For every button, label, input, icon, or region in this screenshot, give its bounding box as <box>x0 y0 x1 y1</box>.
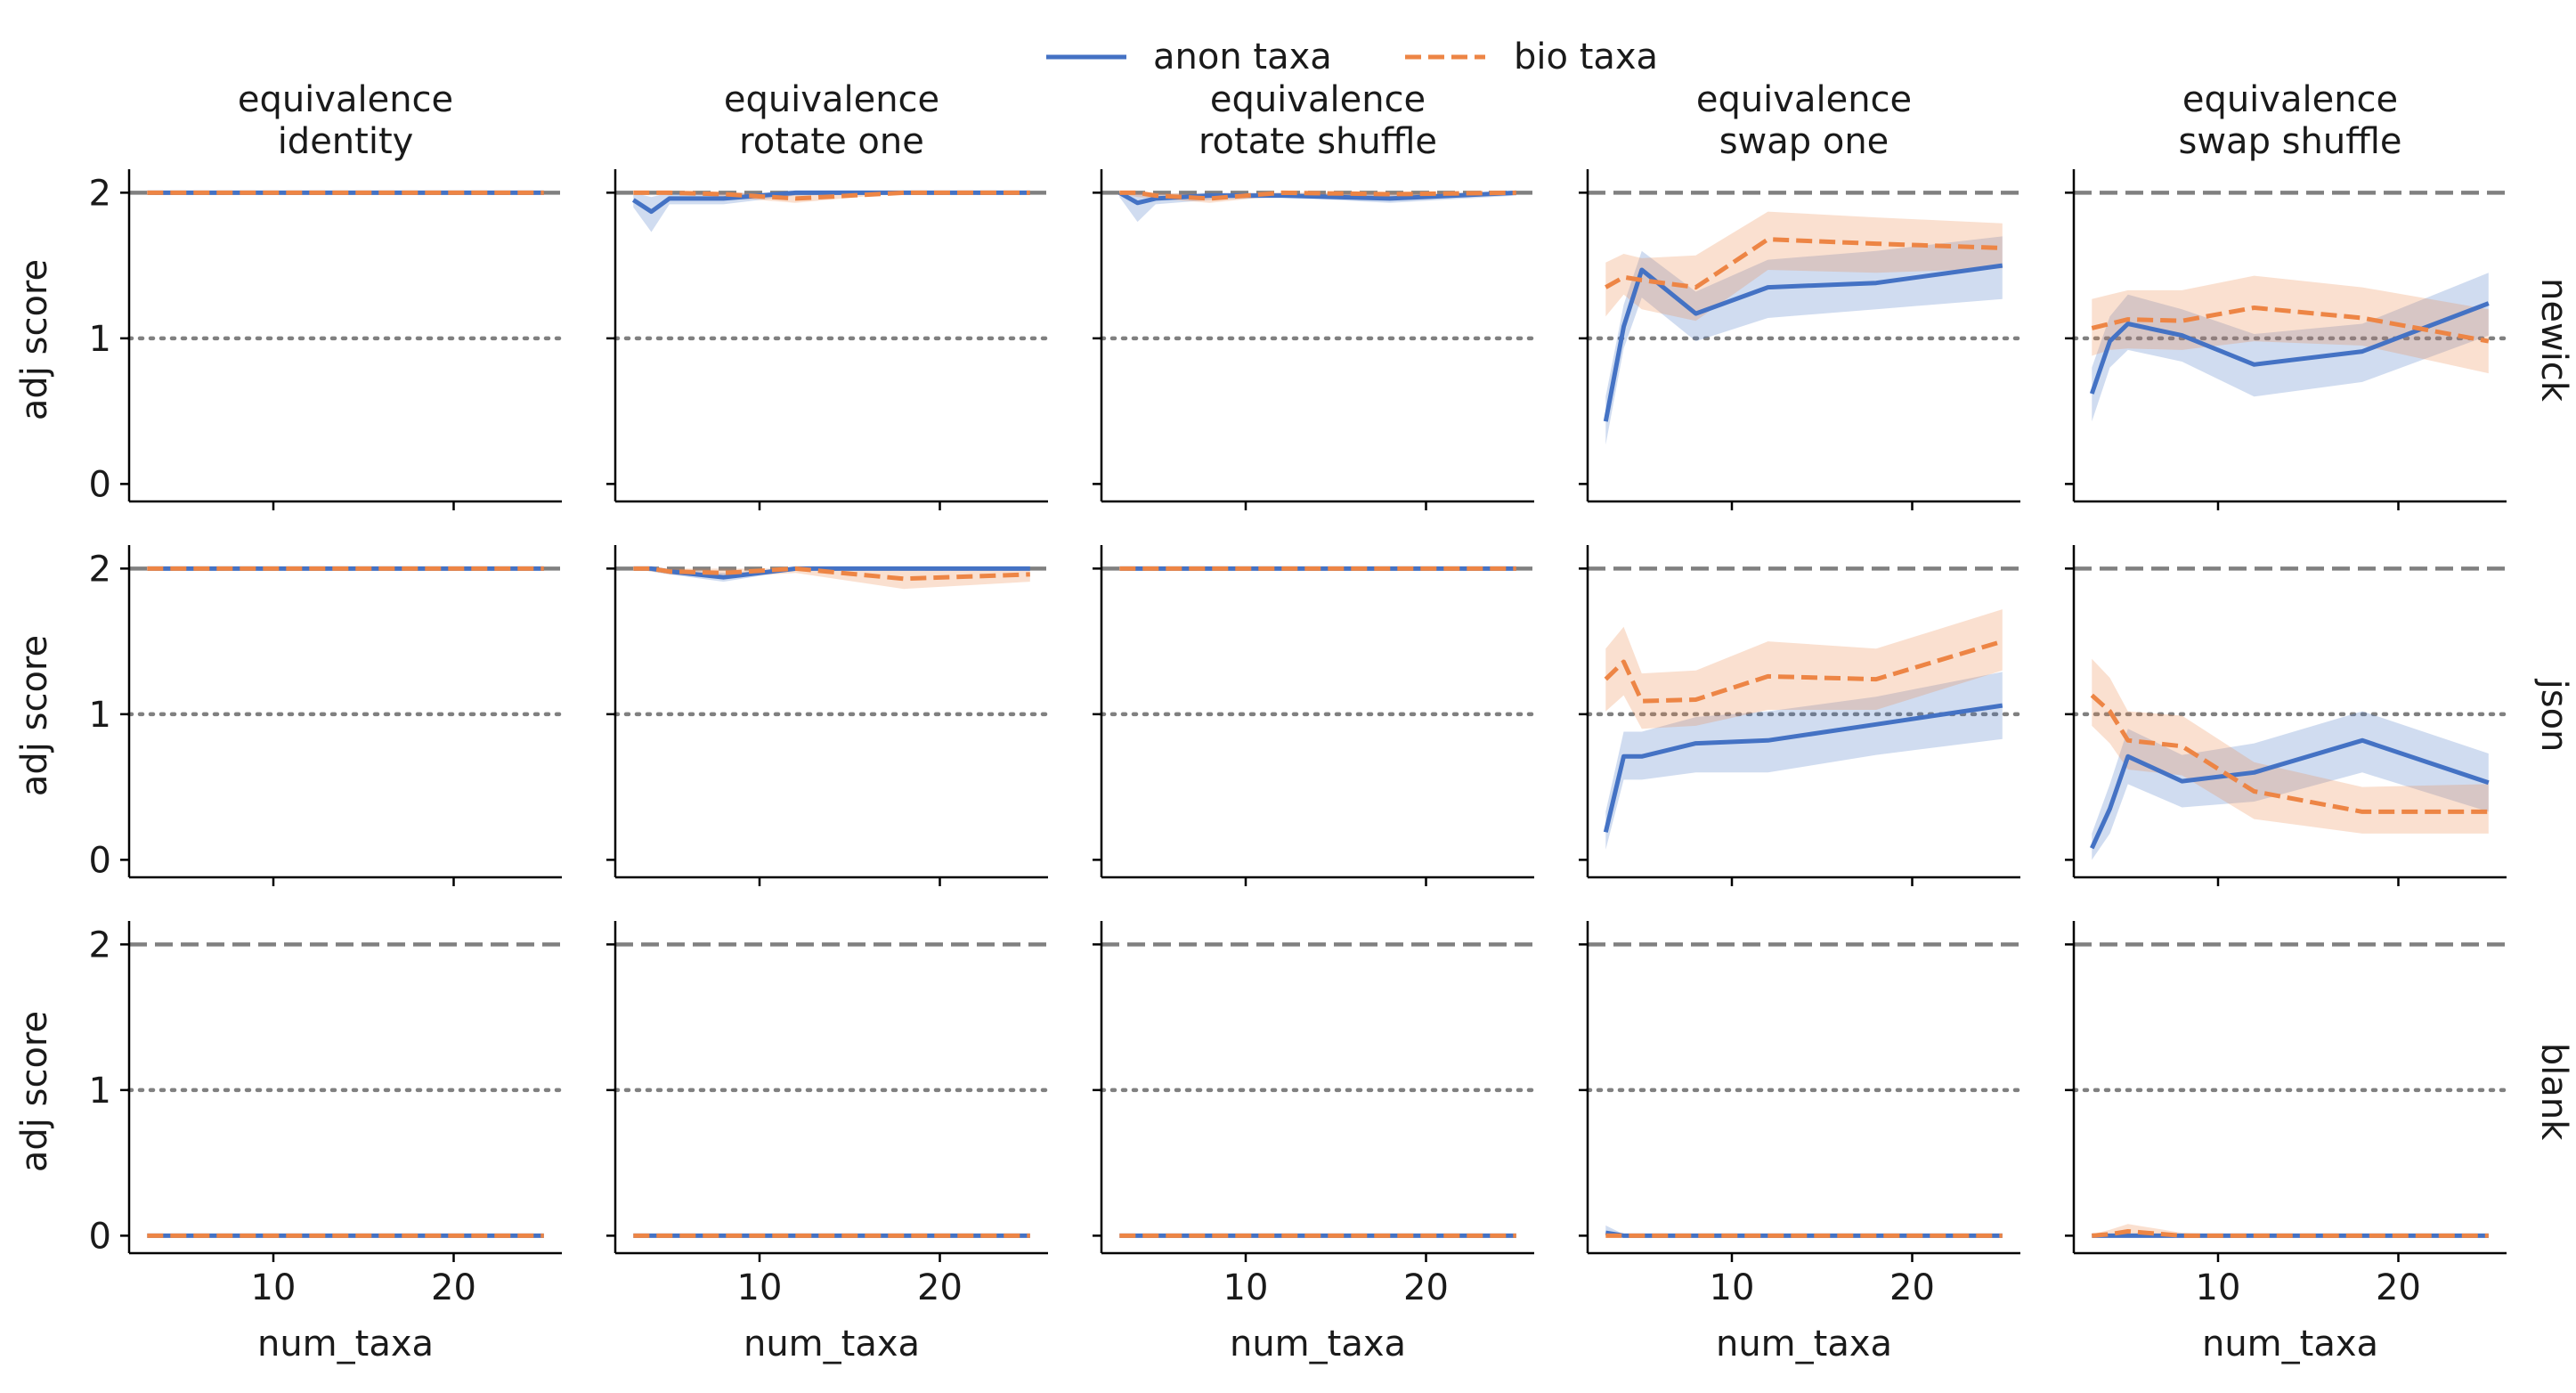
column-title-line: equivalence <box>1696 79 1912 120</box>
column-title-line: identity <box>278 121 414 162</box>
confidence-band-bio-taxa <box>1605 211 2003 322</box>
series-line-anon-taxa <box>2090 737 2490 850</box>
x-axis-label: num_taxa <box>744 1324 920 1364</box>
confidence-band-anon-taxa <box>1119 192 1516 223</box>
panel-json-rotate-one <box>606 545 1051 886</box>
panel-json-rotate-shuffle <box>1093 545 1537 886</box>
x-tick-label: 10 <box>1223 1267 1269 1308</box>
series-line-bio-taxa <box>1604 639 2003 704</box>
confidence-band-bio-taxa <box>2092 658 2489 834</box>
panel-blank-swap-one: 10 20 num_taxa <box>1579 921 2023 1364</box>
y-tick-label: 2 <box>89 549 111 590</box>
confidence-band-anon-taxa <box>633 192 1030 232</box>
x-tick-label: 20 <box>2376 1267 2421 1308</box>
legend: anon taxa bio taxa <box>1046 37 1658 77</box>
legend-label-anon-taxa: anon taxa <box>1153 37 1332 77</box>
y-axis-label: adj score <box>14 635 55 796</box>
y-tick-label: 1 <box>89 695 111 736</box>
row-label: newick <box>2533 278 2574 403</box>
row-label: blank <box>2533 1043 2574 1141</box>
column-title-line: equivalence <box>2182 79 2398 120</box>
y-tick-label: 0 <box>89 464 111 505</box>
legend-label-bio-taxa: bio taxa <box>1514 37 1658 77</box>
y-tick-label: 2 <box>89 173 111 214</box>
series-line-anon-taxa <box>633 566 1030 580</box>
series-line-anon-taxa <box>2089 301 2490 395</box>
panel-blank-identity: 0 1 2 10 20 num_taxa adj score <box>14 921 565 1364</box>
series-line-anon-taxa <box>631 190 1030 215</box>
y-tick-label: 0 <box>89 1216 111 1257</box>
confidence-band-anon-taxa <box>2092 273 2489 422</box>
confidence-band-anon-taxa <box>1605 236 2003 445</box>
x-tick-label: 20 <box>1403 1267 1449 1308</box>
x-tick-label: 10 <box>737 1267 783 1308</box>
x-tick-label: 10 <box>251 1267 297 1308</box>
y-axis-label: adj score <box>14 259 55 420</box>
column-title-line: rotate shuffle <box>1199 121 1437 162</box>
x-tick-label: 20 <box>917 1267 963 1308</box>
column-title-line: equivalence <box>724 79 939 120</box>
x-axis-label: num_taxa <box>2202 1324 2378 1364</box>
x-tick-label: 20 <box>431 1267 476 1308</box>
y-axis-label: adj score <box>14 1011 55 1172</box>
panel-json-swap-shuffle: json <box>2065 545 2574 886</box>
x-axis-label: num_taxa <box>1230 1324 1406 1364</box>
y-tick-label: 2 <box>89 925 111 965</box>
series-line-bio-taxa <box>1605 237 2003 290</box>
y-tick-label: 1 <box>89 319 111 360</box>
x-tick-label: 10 <box>1710 1267 1755 1308</box>
series-line-anon-taxa <box>1603 263 2003 422</box>
panel-json-swap-one <box>1579 545 2023 886</box>
confidence-band-bio-taxa <box>2092 275 2489 374</box>
x-tick-label: 20 <box>1889 1267 1935 1308</box>
series-line-anon-taxa <box>1603 703 2003 833</box>
column-title-line: equivalence <box>1210 79 1426 120</box>
column-title-line: swap shuffle <box>2179 121 2402 162</box>
series-line-anon-taxa <box>1118 190 1516 206</box>
column-title-line: equivalence <box>238 79 453 120</box>
column-title-line: swap one <box>1719 121 1889 162</box>
series-line-bio-taxa <box>2092 1229 2489 1238</box>
panel-blank-rotate-shuffle: 10 20 num_taxa <box>1093 921 1537 1364</box>
row-label: json <box>2533 679 2574 753</box>
series-line-bio-taxa <box>2090 693 2489 814</box>
x-tick-label: 10 <box>2196 1267 2241 1308</box>
y-tick-label: 1 <box>89 1071 111 1112</box>
y-tick-label: 0 <box>89 840 111 881</box>
panel-blank-rotate-one: 10 20 num_taxa <box>606 921 1051 1364</box>
x-axis-label: num_taxa <box>257 1324 434 1364</box>
column-title-line: rotate one <box>739 121 924 162</box>
x-axis-label: num_taxa <box>1716 1324 1892 1364</box>
panel-blank-swap-shuffle: 10 20 num_taxa blank <box>2065 921 2574 1364</box>
confidence-band-anon-taxa <box>1605 672 2003 850</box>
panel-json-identity: 0 1 2 adj score <box>14 545 565 886</box>
